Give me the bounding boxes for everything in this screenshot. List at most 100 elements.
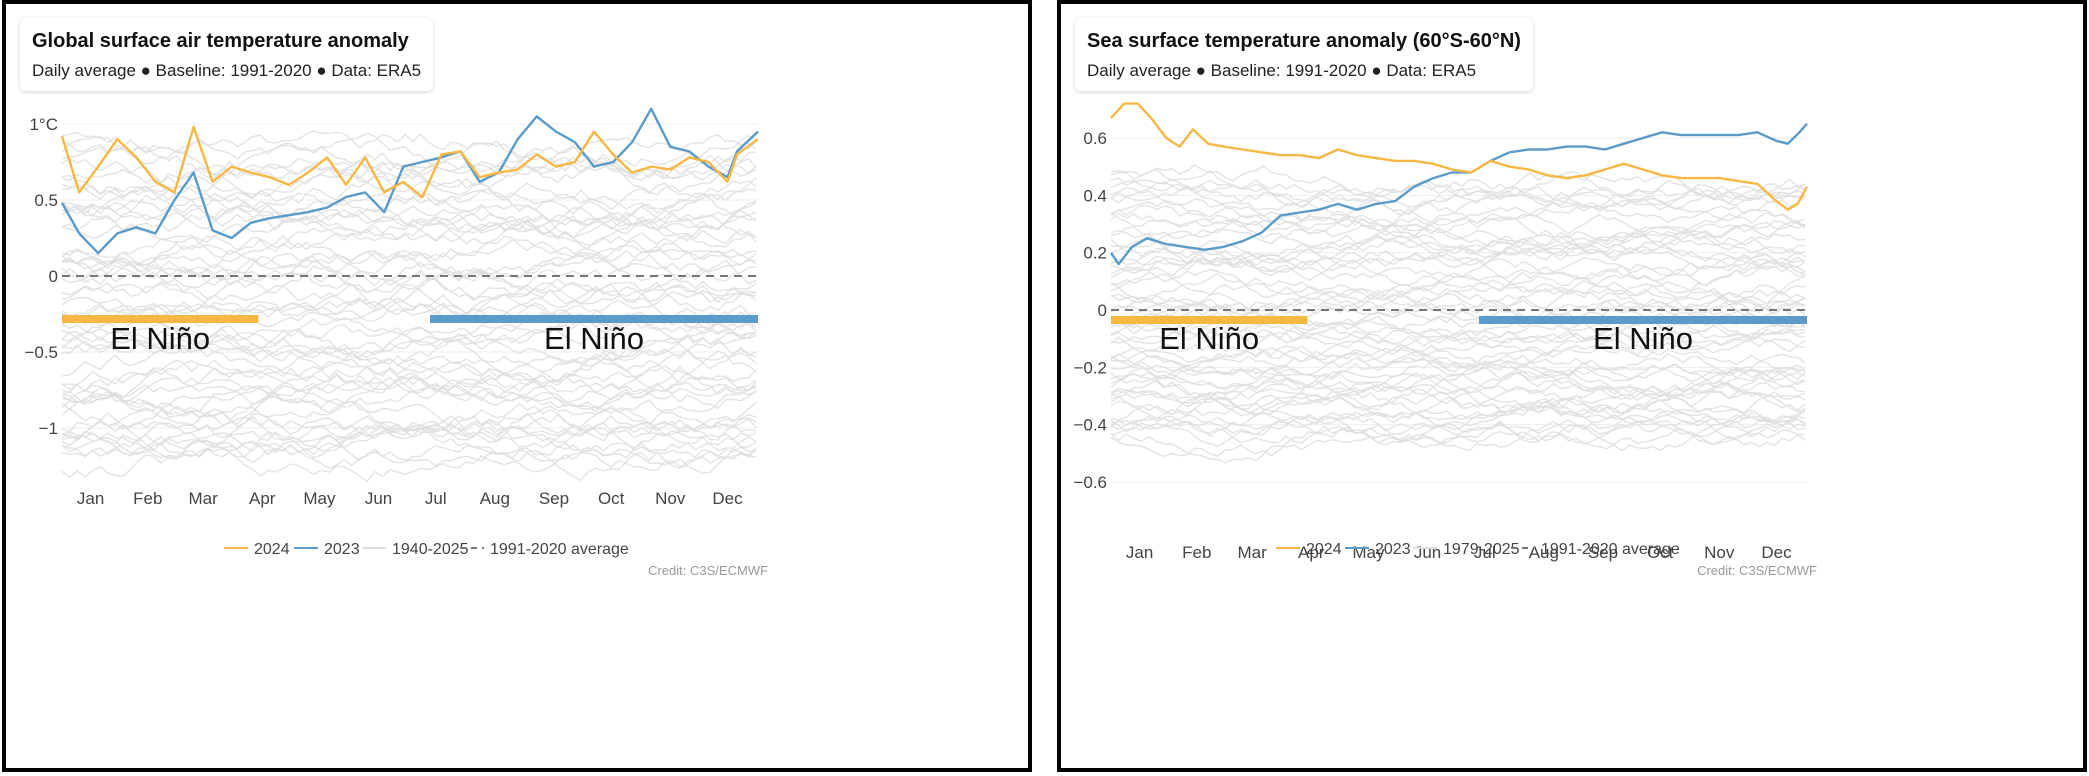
chart-subtitle: Daily average ● Baseline: 1991-2020 ● Da… <box>32 61 422 80</box>
historical-year-line <box>1110 177 1806 216</box>
chart-title-box: Global surface air temperature anomaly D… <box>20 18 434 91</box>
historical-year-line <box>61 317 757 362</box>
y-tick-label: 0.2 <box>1083 244 1107 263</box>
legend-label: 2023 <box>324 541 360 558</box>
historical-year-line <box>1110 293 1806 324</box>
historical-year-line <box>61 130 757 180</box>
chart-title: Sea surface temperature anomaly (60°S-60… <box>1087 30 1521 52</box>
x-tick-label: Oct <box>598 489 625 508</box>
historical-year-line <box>1110 299 1806 329</box>
historical-year-line <box>1110 289 1806 320</box>
historical-year-line <box>61 408 757 440</box>
x-tick-label: Nov <box>1704 543 1735 562</box>
historical-year-line <box>1110 369 1806 398</box>
x-tick-label: Feb <box>133 489 162 508</box>
historical-year-line <box>1110 331 1806 364</box>
y-tick-label: −0.2 <box>1073 358 1107 377</box>
historical-year-line <box>1110 185 1806 229</box>
historical-year-line <box>61 242 757 283</box>
legend-label: 2023 <box>1375 541 1411 558</box>
historical-year-line <box>1110 246 1806 275</box>
historical-year-line <box>61 232 757 270</box>
series-line-2023 <box>60 107 759 255</box>
credit-label: Credit: C3S/ECMWF <box>648 563 768 578</box>
x-tick-label: Dec <box>1761 543 1792 562</box>
historical-year-line <box>61 255 757 294</box>
historical-year-line <box>61 167 757 211</box>
x-tick-label: Jul <box>425 489 447 508</box>
historical-year-line <box>61 424 757 474</box>
y-tick-label: −0.4 <box>1073 416 1107 435</box>
el-nino-label: El Niño <box>544 321 644 356</box>
historical-year-line <box>1110 409 1806 458</box>
x-tick-label: Apr <box>249 489 276 508</box>
chart-subtitle: Daily average ● Baseline: 1991-2020 ● Da… <box>1087 61 1477 80</box>
historical-year-line <box>61 218 757 270</box>
chart-panel-air: 1°C 0.5 0 −0.5 −1 Jan Feb Mar Apr May Jun Jul Aug Sep… <box>2 0 1032 772</box>
x-tick-label: Nov <box>655 489 686 508</box>
historical-year-line <box>1110 343 1806 380</box>
y-tick-label: 0.5 <box>34 191 58 210</box>
el-nino-label: El Niño <box>110 321 210 356</box>
historical-year-line <box>61 405 757 457</box>
historical-year-line <box>61 193 757 223</box>
historical-year-line <box>61 437 757 483</box>
x-tick-label: Jun <box>365 489 392 508</box>
historical-year-line <box>1110 197 1806 236</box>
legend-label: 1991-2020 average <box>490 541 629 558</box>
historical-year-line <box>1110 260 1806 299</box>
chart-title: Global surface air temperature anomaly <box>32 30 409 52</box>
y-tick-label: 0 <box>49 267 58 286</box>
historical-year-line <box>1110 168 1806 203</box>
historical-year-line <box>1110 212 1806 248</box>
historical-year-line <box>61 269 757 322</box>
historical-year-line <box>1110 272 1806 312</box>
historical-year-line <box>1110 234 1806 273</box>
legend-label: 1940-2025 <box>392 541 469 558</box>
credit-label: Credit: C3S/ECMWF <box>1697 563 1817 578</box>
historical-year-line <box>61 381 757 410</box>
historical-year-line <box>61 348 757 405</box>
historical-year-line <box>61 419 757 459</box>
historical-year-line <box>61 324 757 367</box>
historical-year-line <box>61 269 757 303</box>
historical-year-line <box>1110 413 1806 452</box>
legend-label: 1991-2020 average <box>1541 541 1680 558</box>
historical-year-line <box>1110 419 1806 464</box>
historical-year-line <box>1110 185 1806 224</box>
historical-year-line <box>61 282 757 319</box>
historical-year-line <box>1110 204 1806 250</box>
historical-year-line <box>1110 220 1806 253</box>
historical-year-line <box>61 134 757 180</box>
y-tick-label: 0.4 <box>1083 186 1107 205</box>
y-tick-label: −0.6 <box>1073 473 1107 492</box>
historical-year-line <box>1110 310 1806 343</box>
historical-year-line <box>61 160 757 201</box>
x-tick-label: Jul <box>1474 543 1496 562</box>
series-line-2024 <box>60 125 759 199</box>
x-tick-label: Mar <box>1237 543 1267 562</box>
historical-year-line <box>61 382 757 426</box>
x-tick-label: Feb <box>1182 543 1211 562</box>
x-tick-label: May <box>303 489 336 508</box>
historical-year-line <box>61 239 757 278</box>
x-tick-label: Jun <box>1414 543 1441 562</box>
x-tick-label: Aug <box>1529 543 1559 562</box>
series-line-2023 <box>1110 122 1808 266</box>
air-temperature-chart: 1°C 0.5 0 −0.5 −1 Jan Feb Mar Apr May Jun Jul Aug Sep… <box>24 107 768 578</box>
x-tick-label: Mar <box>188 489 218 508</box>
historical-year-line <box>61 396 757 442</box>
historical-year-line <box>61 192 757 243</box>
x-tick-label: Apr <box>1298 543 1325 562</box>
historical-year-line <box>1110 398 1806 436</box>
historical-year-line <box>61 348 757 399</box>
historical-year-line <box>61 327 757 365</box>
historical-year-line <box>1110 372 1806 416</box>
y-tick-label: 1°C <box>29 115 58 134</box>
el-nino-label: El Niño <box>1593 321 1693 356</box>
y-tick-label: 0.6 <box>1083 129 1107 148</box>
x-tick-label: Aug <box>480 489 510 508</box>
historical-year-line <box>1110 383 1806 425</box>
legend-label: 2024 <box>1306 541 1342 558</box>
